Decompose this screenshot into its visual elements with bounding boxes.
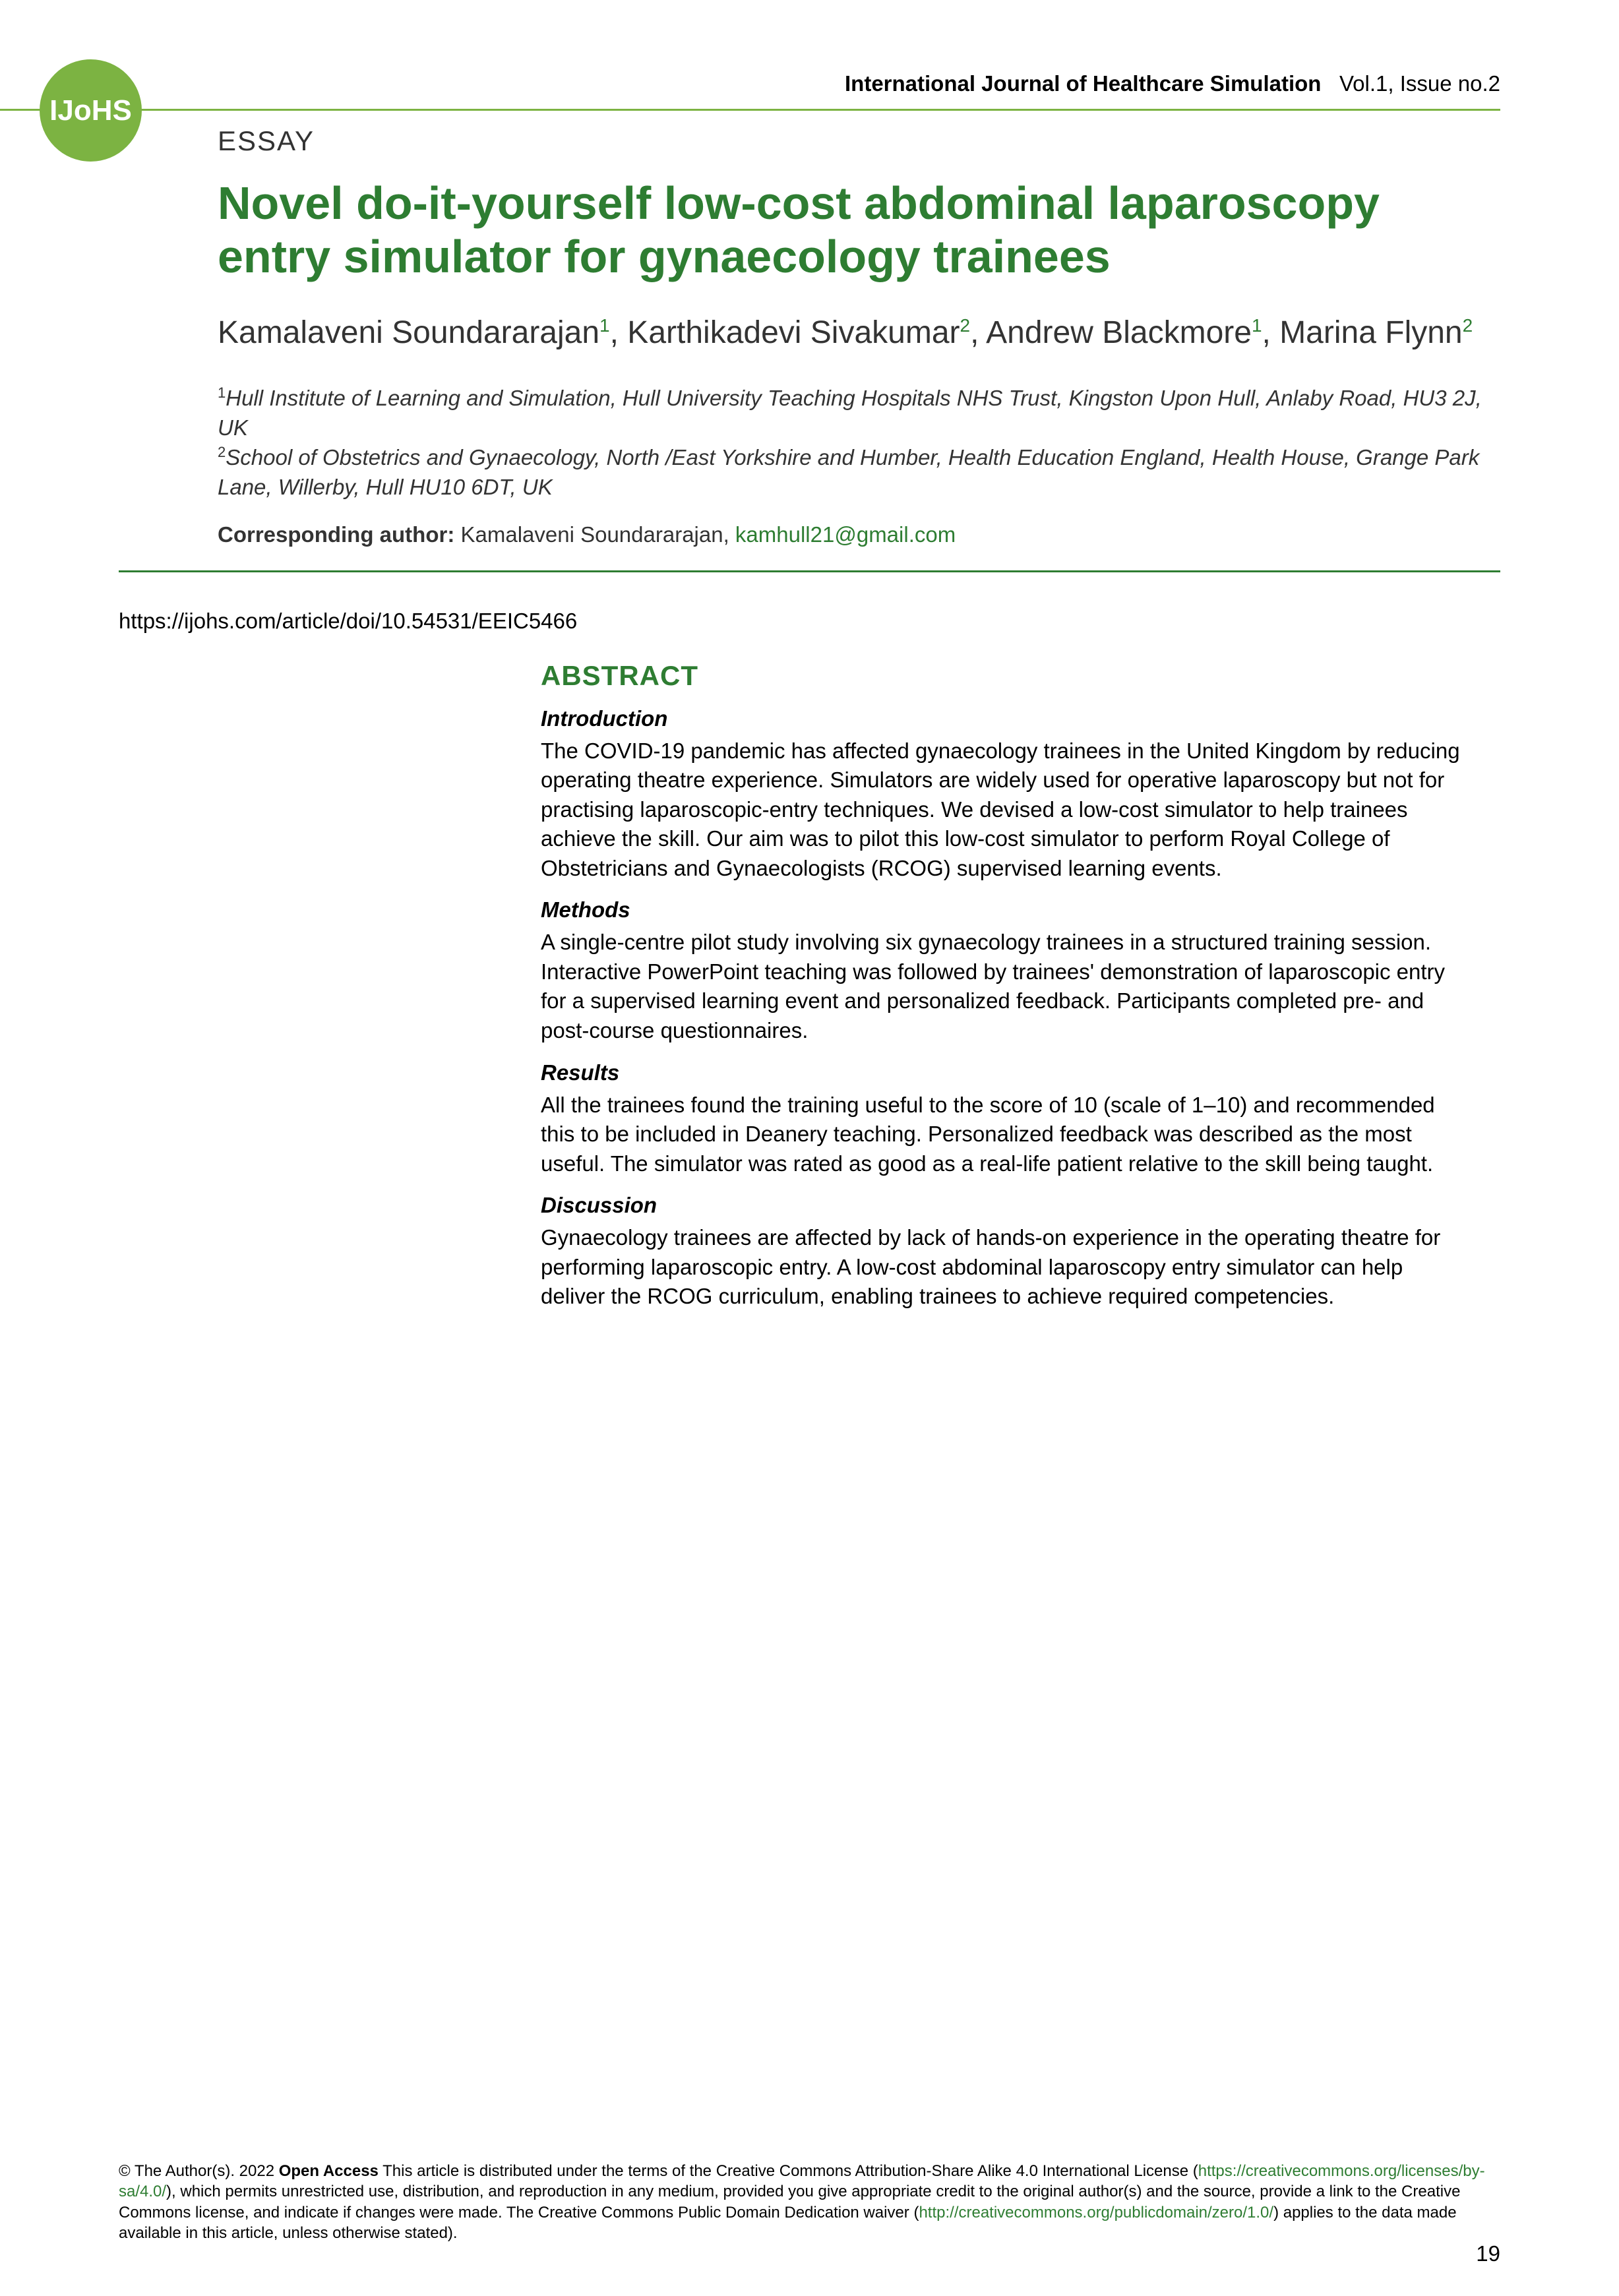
intro-text: The COVID-19 pandemic has affected gynae… bbox=[541, 737, 1467, 884]
header-divider bbox=[0, 109, 1500, 111]
cc-waiver-link[interactable]: http://creativecommons.org/publicdomain/… bbox=[919, 2204, 1273, 2221]
affiliations: 1Hull Institute of Learning and Simulati… bbox=[218, 383, 1500, 502]
methods-heading: Methods bbox=[541, 897, 1467, 922]
methods-text: A single-centre pilot study involving si… bbox=[541, 928, 1467, 1045]
logo-text: IJoHS bbox=[49, 94, 132, 127]
abstract-section: ABSTRACT Introduction The COVID-19 pande… bbox=[541, 660, 1467, 1312]
corresponding-author: Corresponding author: Kamalaveni Soundar… bbox=[218, 522, 1500, 547]
affiliation-1: 1Hull Institute of Learning and Simulati… bbox=[218, 383, 1500, 442]
corresponding-email[interactable]: kamhull21@gmail.com bbox=[735, 522, 956, 547]
corresponding-name: Kamalaveni Soundararajan, bbox=[460, 522, 729, 547]
affiliation-2: 2School of Obstetrics and Gynaecology, N… bbox=[218, 442, 1500, 502]
corresponding-label: Corresponding author: bbox=[218, 522, 454, 547]
doi-link[interactable]: https://ijohs.com/article/doi/10.54531/E… bbox=[119, 609, 1500, 634]
license-text: © The Author(s). 2022 Open Access This a… bbox=[119, 2161, 1500, 2243]
journal-header: International Journal of Healthcare Simu… bbox=[845, 71, 1500, 96]
article-title: Novel do-it-yourself low-cost abdominal … bbox=[218, 177, 1500, 283]
journal-logo: IJoHS bbox=[40, 59, 142, 162]
abstract-heading: ABSTRACT bbox=[541, 660, 1467, 692]
article-type: ESSAY bbox=[218, 125, 1500, 157]
journal-volume: Vol.1, Issue no.2 bbox=[1339, 71, 1500, 96]
section-divider bbox=[119, 570, 1500, 572]
author-list: Kamalaveni Soundararajan1, Karthikadevi … bbox=[218, 313, 1500, 353]
page-number: 19 bbox=[1476, 2241, 1500, 2266]
results-text: All the trainees found the training usef… bbox=[541, 1091, 1467, 1179]
page-footer: © The Author(s). 2022 Open Access This a… bbox=[119, 2161, 1500, 2243]
results-heading: Results bbox=[541, 1060, 1467, 1085]
discussion-heading: Discussion bbox=[541, 1193, 1467, 1218]
journal-name: International Journal of Healthcare Simu… bbox=[845, 71, 1321, 96]
intro-heading: Introduction bbox=[541, 706, 1467, 731]
discussion-text: Gynaecology trainees are affected by lac… bbox=[541, 1223, 1467, 1312]
